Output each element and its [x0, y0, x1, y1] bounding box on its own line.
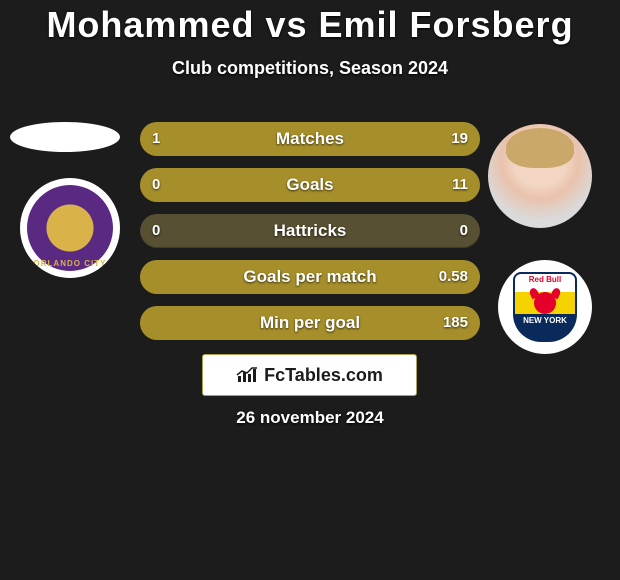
bull-icon [534, 292, 556, 314]
bar-goals: 0 Goals 11 [140, 168, 480, 202]
bar-label: Matches [140, 122, 480, 156]
bar-label: Hattricks [140, 214, 480, 248]
bar-val-right: 0.58 [439, 260, 468, 294]
bar-val-right: 19 [451, 122, 468, 156]
bar-hattricks: 0 Hattricks 0 [140, 214, 480, 248]
bars-chart-icon [236, 366, 258, 384]
stat-bars: 1 Matches 19 0 Goals 11 0 Hattricks 0 Go… [140, 122, 480, 352]
brand-link[interactable]: FcTables.com [202, 354, 417, 396]
shield-icon: Red Bull NEW YORK [513, 272, 577, 342]
bar-val-right: 185 [443, 306, 468, 340]
club-badge-right-mid [513, 292, 577, 314]
player-left-avatar [10, 122, 120, 152]
bar-val-right: 11 [452, 168, 468, 202]
bar-goals-per-match: Goals per match 0.58 [140, 260, 480, 294]
bar-label: Goals [140, 168, 480, 202]
bar-label: Min per goal [140, 306, 480, 340]
player-right-avatar [488, 124, 592, 228]
club-badge-right-bot-label: NEW YORK [513, 314, 577, 342]
club-badge-left-label: ORLANDO CITY [27, 259, 113, 268]
club-badge-left-inner: ORLANDO CITY [27, 185, 113, 271]
bar-matches: 1 Matches 19 [140, 122, 480, 156]
lion-icon [40, 198, 100, 258]
bar-label: Goals per match [140, 260, 480, 294]
comparison-subtitle: Club competitions, Season 2024 [0, 58, 620, 79]
comparison-title: Mohammed vs Emil Forsberg [0, 0, 620, 46]
generated-date: 26 november 2024 [0, 408, 620, 428]
club-badge-right-top-label: Red Bull [513, 272, 577, 292]
bar-min-per-goal: Min per goal 185 [140, 306, 480, 340]
club-badge-left: ORLANDO CITY [20, 178, 120, 278]
club-badge-right: Red Bull NEW YORK [498, 260, 592, 354]
brand-text: FcTables.com [264, 365, 383, 386]
bar-val-right: 0 [460, 214, 468, 248]
